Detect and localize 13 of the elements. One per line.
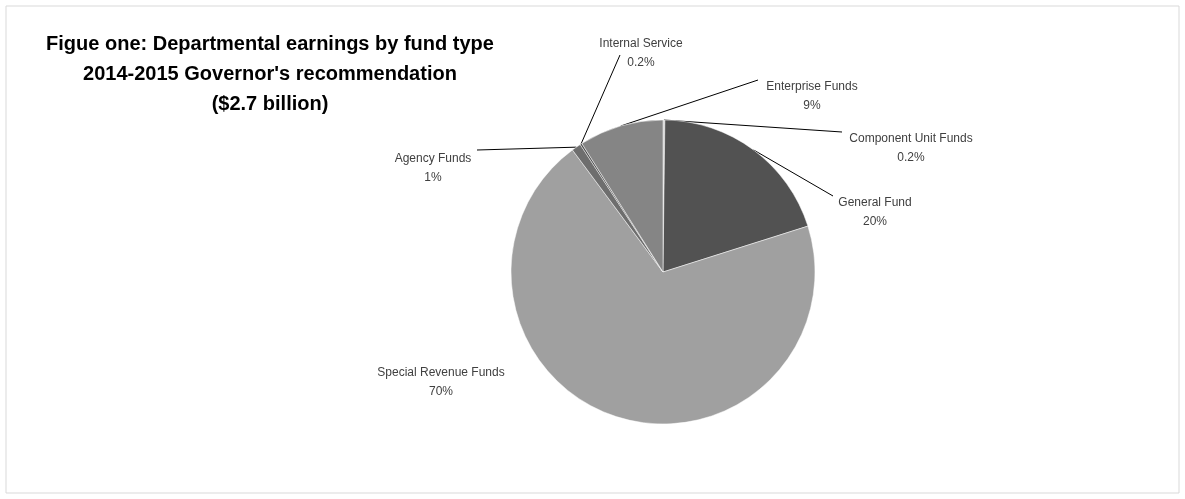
data-label: 9% [803,98,821,112]
slice-label: General Fund [838,195,912,209]
data-label: 20% [862,214,888,228]
slice-label: Internal Service [599,36,684,50]
data-label: 0.2% [627,55,655,69]
text: Figue one: Departmental earnings by fund type 2014-2015 Governor's recommendation ($2.7 billion) [46,32,494,114]
slice-label: Agency Funds [394,151,472,165]
slice-label: Component Unit Funds [849,131,973,145]
slice-label: Enterprise Funds [766,79,858,93]
data-label: 70% [428,384,454,398]
data-label: 1% [424,170,442,184]
slice-label: Special Revenue Funds [377,365,505,379]
data-label: 0.2% [897,150,925,164]
